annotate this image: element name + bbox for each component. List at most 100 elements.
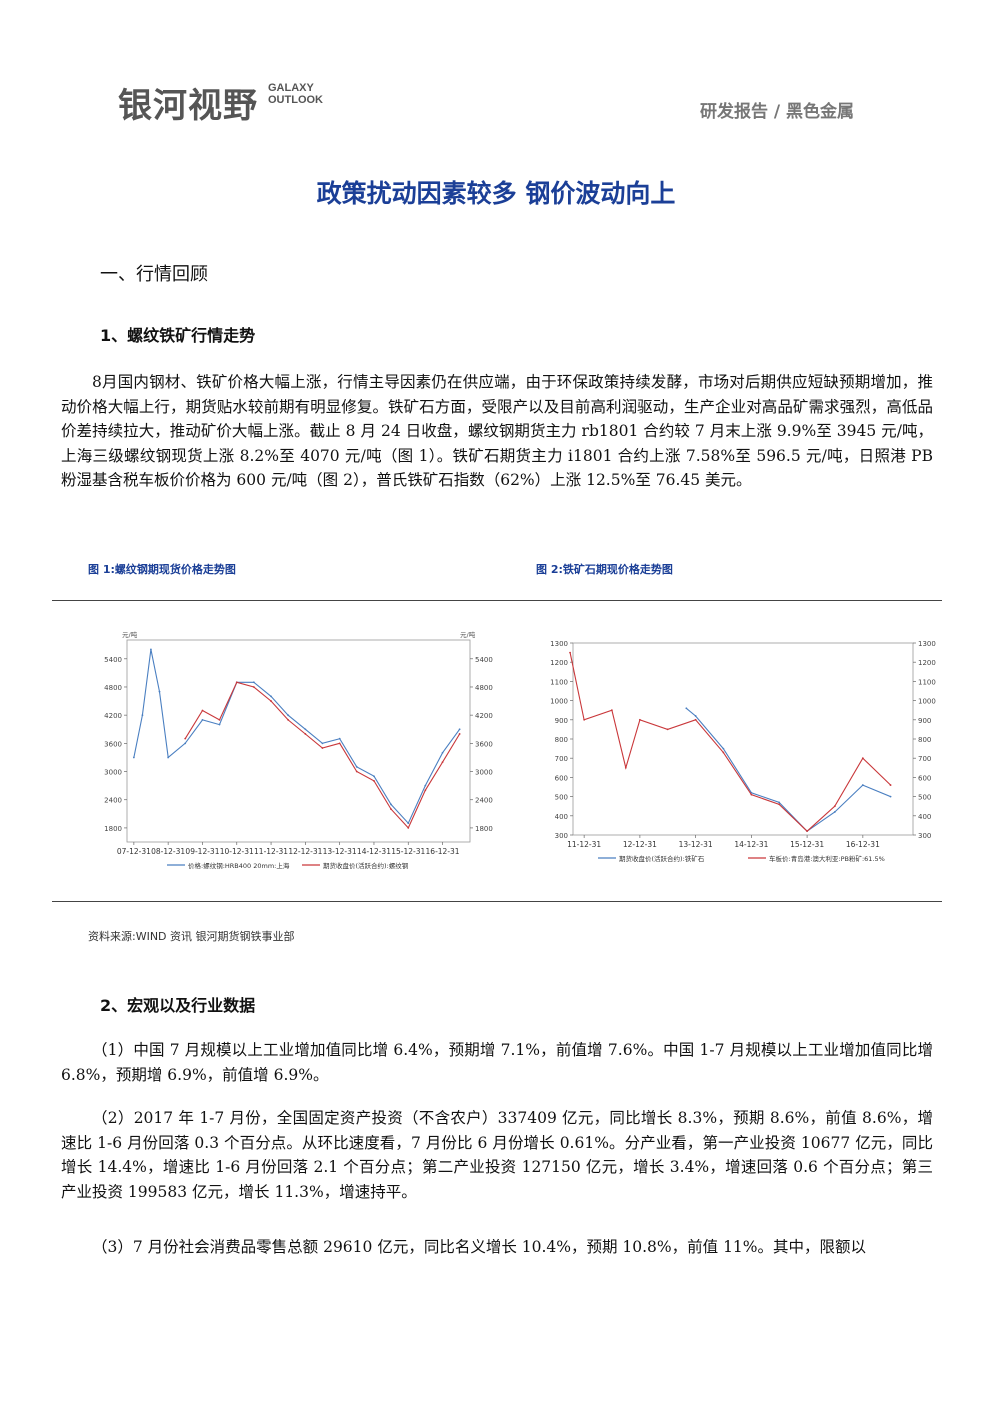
data-point bbox=[184, 742, 187, 745]
data-point bbox=[270, 695, 272, 698]
data-point bbox=[304, 728, 307, 731]
data-point bbox=[458, 728, 461, 731]
y-tick-label-right: 5400 bbox=[475, 656, 493, 664]
data-point bbox=[624, 766, 627, 769]
subsection-heading-2: 2、宏观以及行业数据 bbox=[100, 996, 256, 1015]
plot-frame bbox=[126, 639, 471, 843]
data-point bbox=[218, 718, 221, 721]
data-point bbox=[252, 686, 255, 688]
y-tick-label: 400 bbox=[555, 813, 568, 821]
data-point bbox=[778, 803, 780, 806]
data-point bbox=[806, 830, 808, 833]
y-tick-label-right: 2400 bbox=[475, 797, 493, 805]
data-point bbox=[390, 803, 392, 806]
data-point bbox=[638, 718, 641, 721]
data-point bbox=[441, 761, 444, 764]
data-point bbox=[141, 714, 144, 717]
y-tick-label: 4200 bbox=[104, 712, 122, 720]
data-point bbox=[321, 747, 324, 749]
data-point bbox=[218, 723, 221, 726]
y-tick-label: 600 bbox=[555, 774, 568, 782]
data-point bbox=[184, 737, 187, 740]
data-point bbox=[694, 715, 697, 717]
figure-2-caption: 图 2:铁矿石期现价格走势图 bbox=[536, 563, 673, 576]
logo-chinese: 银河视野 bbox=[118, 86, 258, 126]
y-tick-label: 2400 bbox=[104, 797, 122, 805]
data-point bbox=[889, 784, 892, 786]
x-tick-label: 13-12-31 bbox=[323, 847, 357, 856]
data-source: 资料来源:WIND 资讯 银河期货钢铁事业部 bbox=[88, 930, 295, 943]
data-point bbox=[252, 681, 255, 684]
data-point bbox=[150, 648, 152, 651]
chart-iron-ore-price: 300 300 400 400 500 500 600 600 700 700 800 800 900 9… bbox=[550, 640, 936, 863]
paragraph-industrial-output: （1）中国 7 月规模以上工业增加值同比增 6.4%，预期增 7.1%，前值增 … bbox=[61, 1038, 933, 1087]
y-tick-label: 700 bbox=[555, 755, 568, 763]
y-tick-label: 3600 bbox=[104, 740, 122, 748]
data-point bbox=[287, 718, 290, 721]
y-axis-unit-right: 元/吨 bbox=[460, 630, 476, 639]
paragraph-text: （2）2017 年 1-7 月份，全国固定资产投资（不含农户）337409 亿元… bbox=[61, 1109, 933, 1201]
y-tick-label-right: 3000 bbox=[475, 769, 493, 777]
data-point bbox=[373, 780, 375, 782]
data-point bbox=[407, 822, 410, 825]
y-tick-label-right: 1800 bbox=[475, 825, 493, 833]
data-point bbox=[889, 795, 892, 798]
paragraph-text: 8月国内钢材、铁矿价格大幅上涨，行情主导因素仍在供应端，由于环保政策持续发酵，市… bbox=[61, 373, 933, 489]
x-tick-label: 15-12-31 bbox=[391, 847, 425, 856]
y-tick-label-right: 300 bbox=[918, 832, 931, 840]
data-point bbox=[722, 747, 725, 750]
data-point bbox=[158, 690, 161, 693]
data-point bbox=[424, 789, 427, 792]
x-tick-label: 13-12-31 bbox=[679, 840, 713, 849]
data-point bbox=[778, 801, 780, 804]
x-tick-label: 12-12-31 bbox=[623, 840, 657, 849]
legend-label-2: 车板价:青岛港:澳大利亚:PB粉矿:61.5% bbox=[769, 854, 885, 863]
logo-english-line1: GALAXY bbox=[268, 82, 314, 94]
data-point bbox=[666, 728, 669, 731]
series-line-2 bbox=[569, 652, 891, 832]
data-point bbox=[833, 811, 836, 813]
x-tick-label: 16-12-31 bbox=[426, 847, 460, 856]
section-heading: 一、行情回顾 bbox=[100, 264, 208, 285]
data-point bbox=[861, 757, 864, 760]
data-point bbox=[583, 718, 586, 721]
y-tick-label-right: 1300 bbox=[918, 640, 936, 648]
plot-frame bbox=[572, 642, 914, 836]
data-point bbox=[750, 793, 753, 796]
y-tick-label-right: 1100 bbox=[918, 678, 936, 686]
y-tick-label: 1100 bbox=[550, 678, 568, 686]
paragraph-market-review: 8月国内钢材、铁矿价格大幅上涨，行情主导因素仍在供应端，由于环保政策持续发酵，市… bbox=[61, 370, 933, 493]
y-tick-label-right: 3600 bbox=[475, 740, 493, 748]
y-tick-label-right: 1200 bbox=[918, 659, 936, 667]
data-point bbox=[270, 700, 272, 702]
chart-rebar-price: 1800 1800 2400 2400 3000 3000 3600 3600 4200 4200… bbox=[104, 630, 493, 870]
x-tick-label: 16-12-31 bbox=[846, 840, 880, 849]
y-tick-label: 4800 bbox=[104, 684, 122, 692]
page-title: 政策扰动因素较多 钢价波动向上 bbox=[316, 179, 676, 208]
legend-label-1: 期货收盘价(活跃合约):铁矿石 bbox=[619, 854, 705, 863]
y-tick-label-right: 900 bbox=[918, 717, 931, 725]
y-tick-label-right: 1000 bbox=[918, 698, 936, 706]
data-point bbox=[201, 718, 204, 721]
data-point bbox=[407, 827, 410, 829]
data-point bbox=[722, 751, 725, 754]
figure-1-caption: 图 1:螺纹钢期现货价格走势图 bbox=[88, 563, 236, 576]
data-point bbox=[338, 742, 341, 745]
y-tick-label-right: 700 bbox=[918, 755, 931, 763]
data-point bbox=[833, 805, 836, 808]
data-point bbox=[373, 775, 375, 778]
data-point bbox=[458, 733, 461, 735]
legend-label-2: 期货收盘价(活跃合约):螺纹钢 bbox=[323, 861, 409, 870]
data-point bbox=[355, 770, 358, 773]
y-tick-label-right: 500 bbox=[918, 794, 931, 802]
subsection-heading-1: 1、螺纹铁矿行情走势 bbox=[100, 326, 256, 345]
data-point bbox=[861, 784, 864, 786]
y-tick-label: 1300 bbox=[550, 640, 568, 648]
x-tick-label: 08-12-31 bbox=[151, 847, 185, 856]
legend-label-1: 价格:螺纹钢:HRB400 20mm:上海 bbox=[188, 861, 290, 870]
y-tick-label: 900 bbox=[555, 717, 568, 725]
y-tick-label-right: 4200 bbox=[475, 712, 493, 720]
y-tick-label-right: 600 bbox=[918, 774, 931, 782]
figure-top-rule bbox=[52, 600, 942, 601]
x-tick-label: 12-12-31 bbox=[288, 847, 322, 856]
